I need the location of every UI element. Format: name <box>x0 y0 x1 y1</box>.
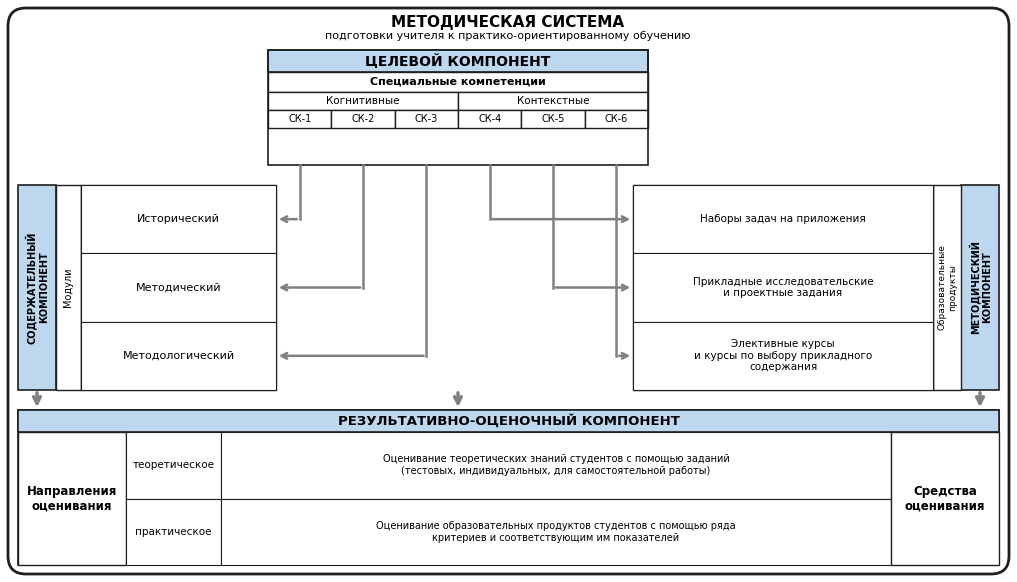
Bar <box>395 110 458 128</box>
Text: ЦЕЛЕВОЙ КОМПОНЕНТ: ЦЕЛЕВОЙ КОМПОНЕНТ <box>365 54 550 69</box>
Text: СОДЕРЖАТЕЛЬНЫЙ
КОМПОНЕНТ: СОДЕРЖАТЕЛЬНЫЙ КОМПОНЕНТ <box>25 231 49 344</box>
Text: МЕТОДИЧЕСКАЯ СИСТЕМА: МЕТОДИЧЕСКАЯ СИСТЕМА <box>392 15 624 30</box>
Text: Наборы задач на приложения: Наборы задач на приложения <box>700 214 865 224</box>
Bar <box>458 110 522 128</box>
Bar <box>126 432 221 499</box>
Bar <box>633 185 933 390</box>
Text: СК-6: СК-6 <box>605 114 627 124</box>
Bar <box>81 185 276 253</box>
Bar <box>268 110 332 128</box>
Bar <box>633 322 933 390</box>
Bar <box>221 499 891 565</box>
Bar <box>81 322 276 390</box>
Bar <box>81 185 276 390</box>
Text: Контекстные: Контекстные <box>517 96 589 106</box>
Bar <box>268 50 648 72</box>
Bar <box>18 410 999 565</box>
Text: Направления
оценивания: Направления оценивания <box>26 484 117 513</box>
Text: Специальные компетенции: Специальные компетенции <box>370 77 546 87</box>
Text: Элективные курсы
и курсы по выбору прикладного
содержания: Элективные курсы и курсы по выбору прикл… <box>694 339 873 372</box>
Bar <box>458 92 648 110</box>
Text: Образовательные
продукты: Образовательные продукты <box>938 244 957 331</box>
Bar <box>633 253 933 322</box>
Bar <box>961 185 999 390</box>
Text: теоретическое: теоретическое <box>132 460 215 470</box>
Bar <box>268 92 458 110</box>
Text: Исторический: Исторический <box>137 214 220 224</box>
Text: Средства
оценивания: Средства оценивания <box>905 484 985 513</box>
Bar <box>126 499 221 565</box>
Bar <box>18 432 126 565</box>
Bar <box>891 432 999 565</box>
Text: Оценивание образовательных продуктов студентов с помощью ряда
критериев и соотве: Оценивание образовательных продуктов сту… <box>376 521 736 542</box>
FancyBboxPatch shape <box>8 8 1009 574</box>
Bar <box>268 50 648 165</box>
Bar <box>933 185 961 390</box>
Text: СК-1: СК-1 <box>288 114 311 124</box>
Text: Методический: Методический <box>135 282 222 293</box>
Text: практическое: практическое <box>135 527 212 537</box>
Text: Прикладные исследовательские
и проектные задания: Прикладные исследовательские и проектные… <box>693 276 874 299</box>
Text: СК-4: СК-4 <box>478 114 501 124</box>
Text: подготовки учителя к практико-ориентированному обучению: подготовки учителя к практико-ориентиров… <box>325 31 691 41</box>
Text: СК-2: СК-2 <box>351 114 374 124</box>
Bar <box>633 185 933 253</box>
Text: СК-3: СК-3 <box>415 114 438 124</box>
Text: Модули: Модули <box>63 268 73 307</box>
Text: Методологический: Методологический <box>122 351 235 361</box>
Text: МЕТОДИЧЕСКИЙ
КОМПОНЕНТ: МЕТОДИЧЕСКИЙ КОМПОНЕНТ <box>968 240 992 335</box>
Bar <box>56 185 81 390</box>
Bar <box>81 253 276 322</box>
Bar <box>585 110 648 128</box>
Bar <box>332 110 395 128</box>
Bar <box>18 185 56 390</box>
Text: Когнитивные: Когнитивные <box>326 96 400 106</box>
Text: Оценивание теоретических знаний студентов с помощью заданий
(тестовых, индивидуа: Оценивание теоретических знаний студенто… <box>382 455 729 476</box>
Bar <box>268 72 648 92</box>
Bar <box>522 110 585 128</box>
Text: СК-5: СК-5 <box>541 114 564 124</box>
Bar <box>221 432 891 499</box>
Text: РЕЗУЛЬТАТИВНО-ОЦЕНОЧНЫЙ КОМПОНЕНТ: РЕЗУЛЬТАТИВНО-ОЦЕНОЧНЫЙ КОМПОНЕНТ <box>338 414 679 428</box>
Bar <box>18 410 999 432</box>
